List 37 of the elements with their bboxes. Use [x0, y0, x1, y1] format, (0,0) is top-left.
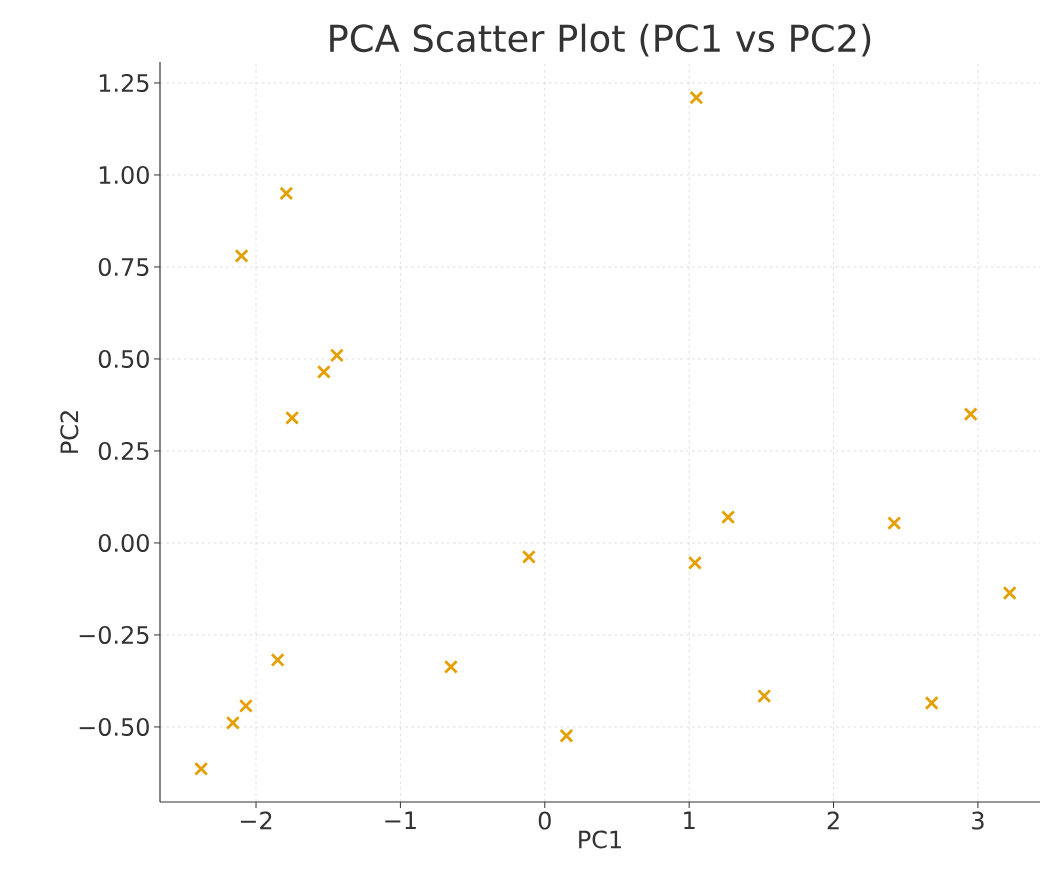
y-tick-label: −0.25 [79, 625, 149, 644]
point [270, 652, 285, 668]
point [316, 364, 331, 379]
point [963, 407, 978, 422]
point [443, 659, 458, 675]
y-tick-label: 1.00 [99, 165, 149, 185]
point [234, 248, 249, 263]
y-tick-label: 0.00 [98, 533, 149, 552]
point [225, 715, 240, 730]
point [238, 698, 253, 714]
point [689, 90, 704, 105]
y-tick-label: 0.50 [98, 349, 149, 368]
y-tick-label: −0.50 [79, 717, 149, 736]
x-tick-label: −1 [385, 811, 416, 829]
y-tick-label: 0.75 [98, 257, 149, 276]
point [757, 688, 772, 704]
y-tick-label: 1.25 [99, 73, 149, 93]
x-tick-label: 0 [538, 811, 551, 830]
point [924, 695, 939, 711]
point [887, 516, 902, 531]
point [521, 549, 536, 564]
point [329, 348, 344, 363]
point [687, 555, 702, 570]
x-tick-label: 2 [827, 811, 839, 830]
y-axis-title: PC2 [60, 411, 79, 453]
x-tick-label: 1 [684, 811, 695, 829]
point [194, 761, 209, 776]
x-axis-title: PC1 [579, 830, 621, 849]
point [721, 510, 736, 525]
point [559, 728, 574, 743]
chart-title: PCA Scatter Plot (PC1 vs PC2) [330, 23, 871, 57]
x-tick-label: 3 [972, 811, 984, 830]
point [279, 186, 294, 201]
point [285, 410, 300, 425]
point [1002, 585, 1017, 601]
x-tick-label: −2 [240, 811, 272, 830]
y-tick-label: 0.25 [98, 441, 149, 460]
